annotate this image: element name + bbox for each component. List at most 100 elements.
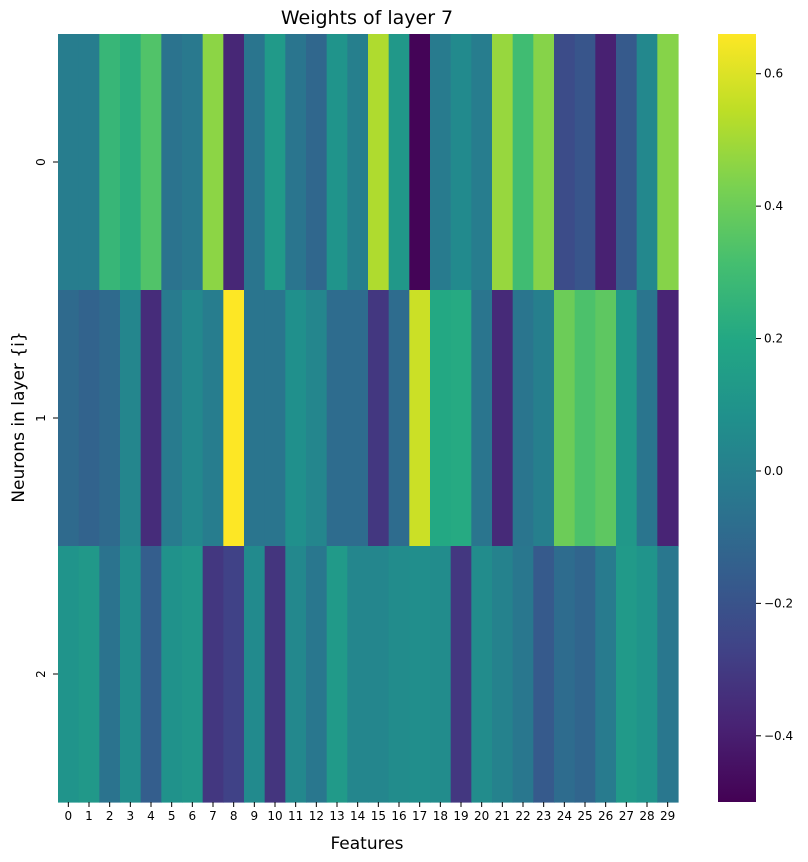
heatmap-cell — [140, 34, 162, 291]
heatmap-cell — [78, 34, 100, 291]
heatmap-cell — [554, 34, 576, 291]
heatmap-cell — [471, 546, 493, 803]
heatmap-cell — [636, 546, 658, 803]
heatmap-cell — [347, 290, 369, 547]
x-tick-label: 0 — [65, 809, 73, 823]
x-tick-label: 24 — [557, 809, 572, 823]
y-tick-label: 2 — [34, 670, 48, 678]
heatmap-cell — [512, 546, 534, 803]
heatmap-cell — [285, 290, 307, 547]
x-tick-label: 15 — [371, 809, 386, 823]
heatmap-cell — [533, 546, 555, 803]
x-tick-label: 10 — [267, 809, 282, 823]
heatmap-cell — [58, 546, 80, 803]
heatmap-cell — [347, 34, 369, 291]
heatmap-cell — [202, 34, 224, 291]
colorbar — [718, 34, 756, 802]
heatmap-cell — [450, 546, 472, 803]
x-tick-label: 14 — [350, 809, 365, 823]
heatmap-cell — [533, 290, 555, 547]
heatmap-cell — [450, 290, 472, 547]
chart-title: Weights of layer 7 — [281, 7, 453, 29]
colorbar-tick-label: −0.2 — [764, 596, 793, 610]
heatmap-cell — [368, 546, 390, 803]
heatmap-cell — [368, 34, 390, 291]
heatmap-cell — [492, 34, 514, 291]
x-tick-label: 5 — [168, 809, 176, 823]
heatmap-cell — [595, 290, 617, 547]
heatmap-cell — [616, 34, 638, 291]
heatmap-cell — [595, 34, 617, 291]
heatmap-cell — [161, 290, 183, 547]
heatmap-cell — [409, 34, 431, 291]
heatmap-cell — [492, 546, 514, 803]
heatmap-cell — [182, 290, 204, 547]
heatmap-cell — [264, 34, 286, 291]
heatmap-cell — [58, 290, 80, 547]
heatmap-cell — [636, 290, 658, 547]
x-tick-label: 4 — [147, 809, 155, 823]
colorbar-tick-label: 0.4 — [764, 199, 783, 213]
heatmap-cell — [285, 34, 307, 291]
x-tick-label: 13 — [329, 809, 344, 823]
heatmap-cell — [554, 290, 576, 547]
x-tick-label: 29 — [660, 809, 675, 823]
heatmap-cell — [471, 34, 493, 291]
heatmap-cell — [326, 34, 348, 291]
x-tick-label: 26 — [598, 809, 613, 823]
x-tick-label: 7 — [209, 809, 217, 823]
heatmap-cell — [492, 290, 514, 547]
heatmap-cell — [223, 290, 245, 547]
colorbar-tick-label: 0.2 — [764, 332, 783, 346]
heatmap-cell — [120, 546, 142, 803]
heatmap-cell — [78, 546, 100, 803]
heatmap-cell — [533, 34, 555, 291]
x-tick-label: 21 — [495, 809, 510, 823]
heatmap-cell — [554, 546, 576, 803]
x-tick-label: 22 — [515, 809, 530, 823]
heatmap-cell — [471, 290, 493, 547]
heatmap-cell — [430, 34, 452, 291]
heatmap-cell — [223, 546, 245, 803]
x-axis-label: Features — [330, 834, 403, 854]
heatmap-cell — [244, 290, 266, 547]
heatmap-cell — [595, 546, 617, 803]
heatmap-cell — [140, 290, 162, 547]
heatmap-cell — [140, 546, 162, 803]
heatmap-cell — [161, 546, 183, 803]
colorbar-tick-label: −0.4 — [764, 729, 793, 743]
x-tick-label: 23 — [536, 809, 551, 823]
heatmap-cell — [388, 546, 410, 803]
heatmap-cell — [78, 290, 100, 547]
heatmap-cell — [182, 34, 204, 291]
x-tick-label: 17 — [412, 809, 427, 823]
x-tick-label: 25 — [577, 809, 592, 823]
y-tick-label: 0 — [34, 158, 48, 166]
heatmap-cell — [657, 290, 679, 547]
colorbar-ticks: −0.4 −0.2 0.0 0.2 0.4 0.6 — [756, 67, 793, 743]
colorbar-tick-label: 0.0 — [764, 464, 783, 478]
x-tick-label: 1 — [85, 809, 93, 823]
heatmap-cell — [347, 546, 369, 803]
y-tick-label: 1 — [34, 414, 48, 422]
heatmap-cell — [368, 290, 390, 547]
heatmap-cell — [388, 290, 410, 547]
heatmap-cell — [616, 290, 638, 547]
heatmap-cell — [120, 34, 142, 291]
heatmap-cell — [264, 290, 286, 547]
x-tick-label: 3 — [127, 809, 135, 823]
heatmap-cell — [99, 546, 121, 803]
heatmap-cell — [430, 546, 452, 803]
heatmap-cell — [512, 290, 534, 547]
heatmap-cell — [574, 546, 596, 803]
x-tick-label: 20 — [474, 809, 489, 823]
heatmap-cell — [244, 546, 266, 803]
x-tick-label: 8 — [230, 809, 238, 823]
heatmap-cell — [636, 34, 658, 291]
heatmap-cell — [306, 546, 328, 803]
heatmap-cell — [616, 546, 638, 803]
heatmap-cell — [574, 34, 596, 291]
heatmap-cell — [512, 34, 534, 291]
heatmap-cell — [657, 34, 679, 291]
